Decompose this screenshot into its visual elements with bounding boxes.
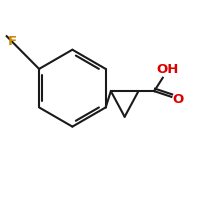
Text: OH: OH: [157, 63, 179, 76]
Text: F: F: [8, 35, 17, 48]
Text: O: O: [172, 93, 184, 106]
